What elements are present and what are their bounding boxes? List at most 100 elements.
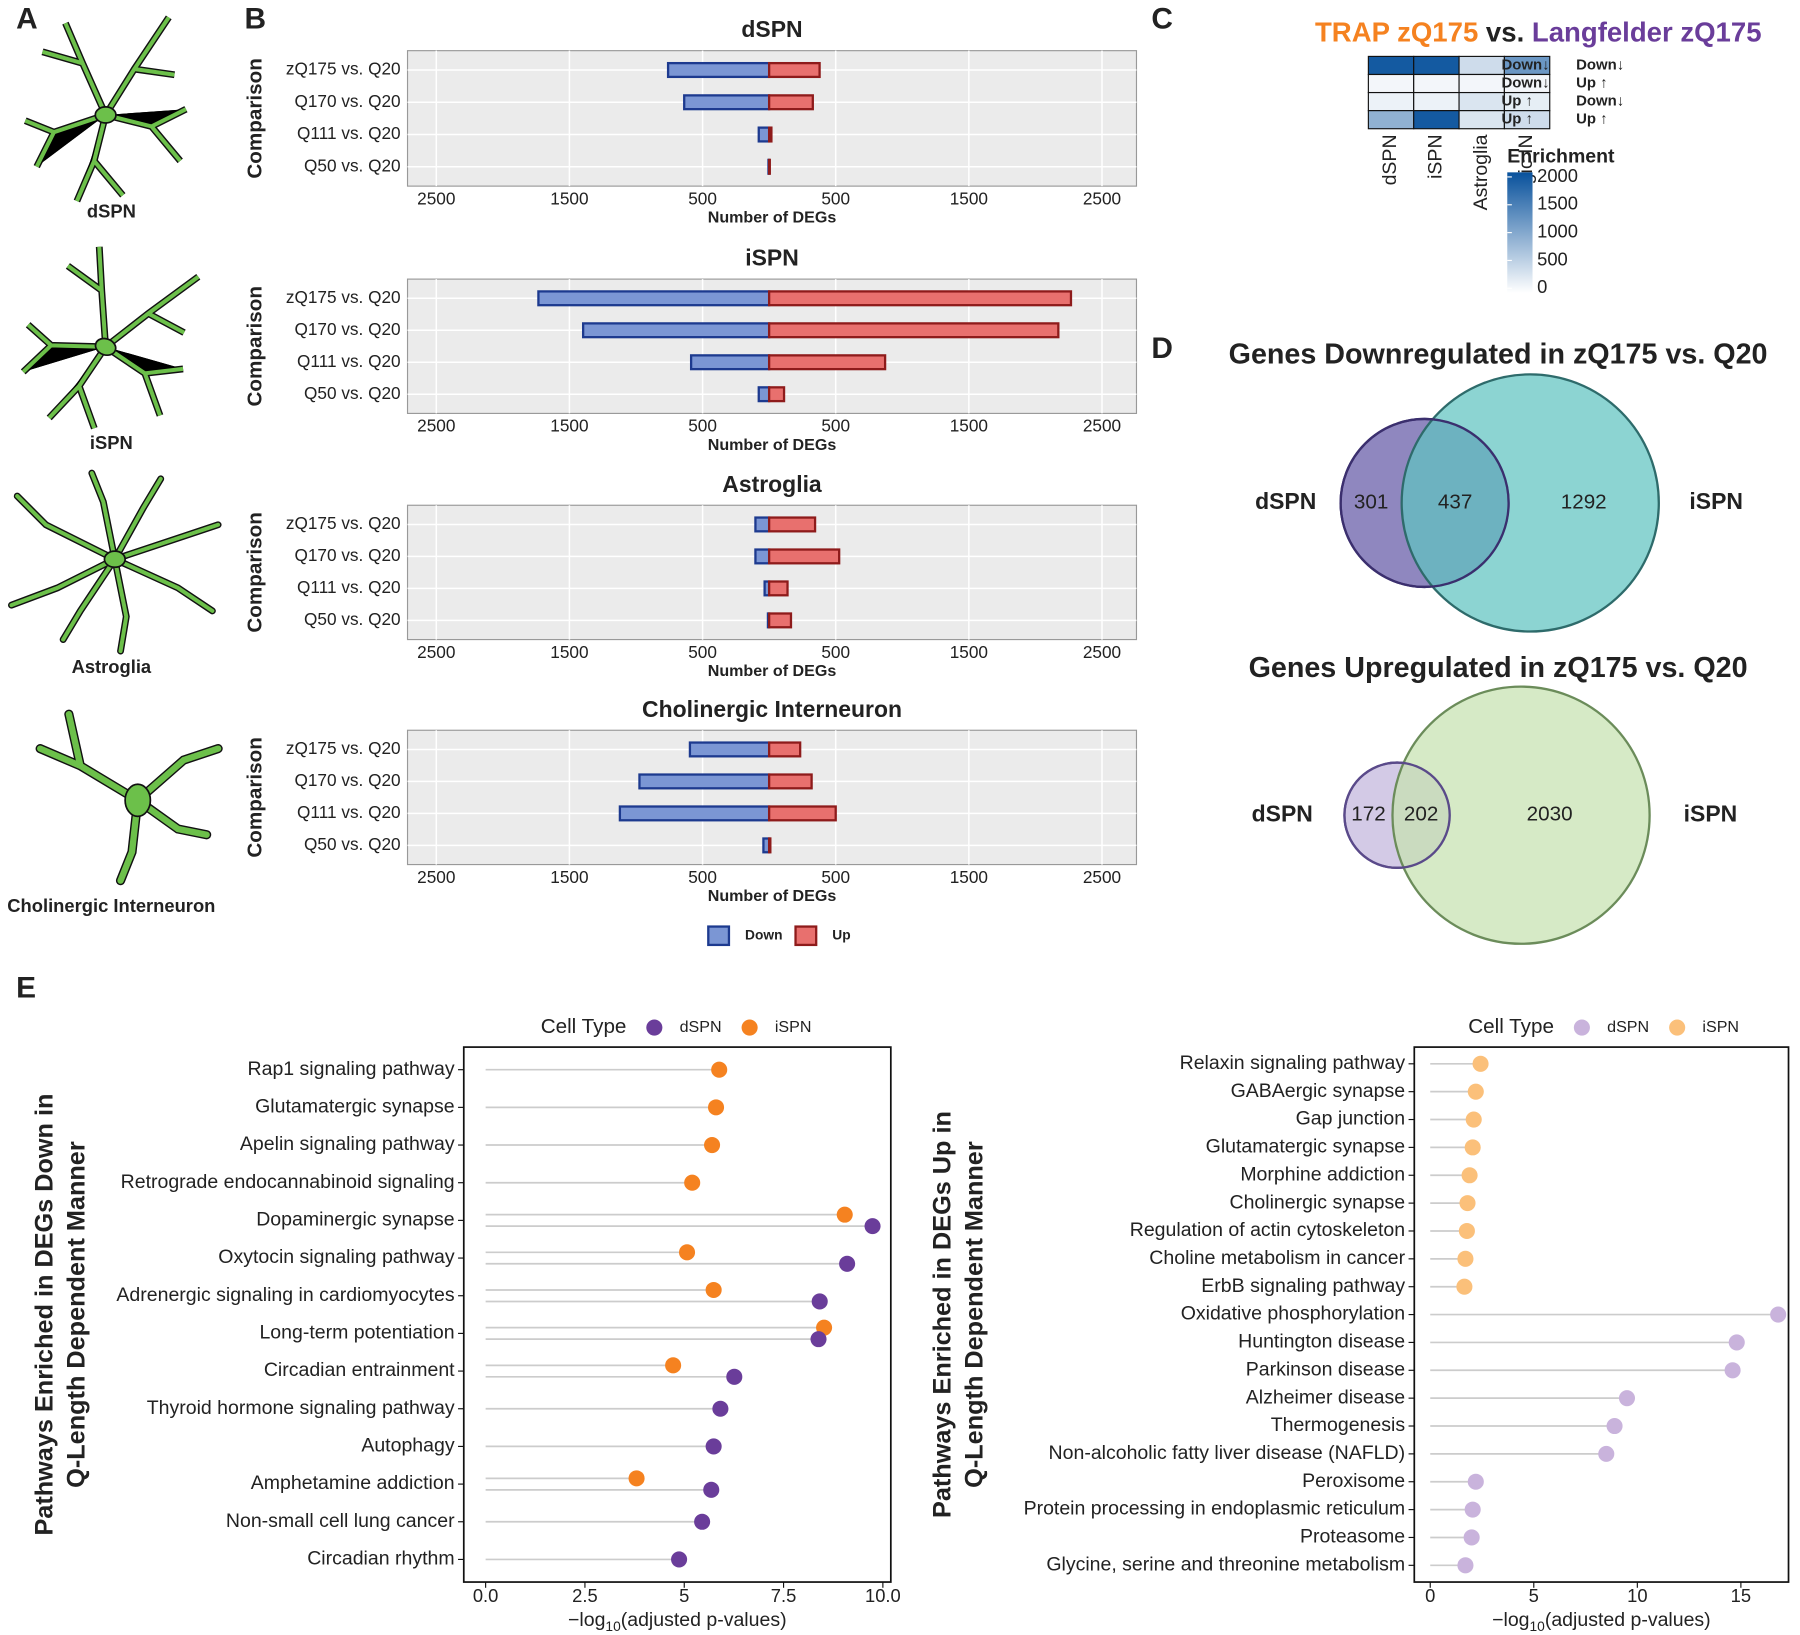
- y-tick-label: Long-term potentiation: [259, 1322, 454, 1344]
- heat-cell: [1458, 73, 1505, 94]
- row-label: Up ↑: [1576, 111, 1607, 128]
- ispn-drawing: [1, 228, 215, 456]
- x-tick-label: 500: [821, 642, 850, 662]
- dot: [1618, 1390, 1636, 1407]
- heat-cell: [1367, 91, 1415, 112]
- x-tick-label: 5: [1529, 1585, 1539, 1606]
- dot: [1465, 1111, 1482, 1128]
- legend-label: iSPN: [1702, 1018, 1739, 1036]
- x-axis-label: Number of DEGs: [708, 662, 837, 680]
- bar: [581, 322, 771, 339]
- dot: [836, 1206, 853, 1223]
- x-axis-label: −log10(adjusted p-values): [568, 1609, 787, 1633]
- dot: [1770, 1306, 1787, 1323]
- y-tick-label: Q50 vs. Q20: [304, 609, 401, 629]
- dot: [839, 1255, 856, 1272]
- colorbar-tick-label: 0: [1537, 276, 1547, 297]
- venn-outline: [1339, 417, 1510, 589]
- y-tick-label: Circadian entrainment: [264, 1359, 455, 1381]
- x-tick-label: 5: [679, 1585, 689, 1606]
- chart-title: Astroglia: [722, 471, 822, 497]
- x-axis-label-part: −log: [1492, 1609, 1529, 1631]
- bar: [767, 290, 1073, 307]
- dot: [671, 1551, 688, 1568]
- row-label: Down↓: [1502, 74, 1550, 91]
- chart-title: TRAP zQ175 vs. Langfelder zQ175: [1315, 17, 1762, 48]
- y-tick-label: Thyroid hormone signaling pathway: [147, 1397, 455, 1419]
- dot: [711, 1061, 728, 1078]
- y-tick-label: Regulation of actin cytoskeleton: [1130, 1219, 1405, 1241]
- dot: [704, 1137, 721, 1154]
- y-tick-label: Autophagy: [361, 1435, 454, 1457]
- column-label: Astroglia: [1470, 134, 1492, 210]
- row-label: Up ↑: [1502, 111, 1533, 128]
- x-tick-label: 500: [688, 416, 717, 436]
- y-tick-label: ErbB signaling pathway: [1201, 1275, 1405, 1297]
- bar: [767, 126, 773, 143]
- x-tick-label: 1500: [950, 642, 988, 662]
- y-tick-label: Q170 vs. Q20: [294, 770, 400, 790]
- dot: [864, 1218, 881, 1235]
- astroglia-drawing: [8, 469, 222, 655]
- bar: [767, 158, 771, 175]
- y-tick-label: Choline metabolism in cancer: [1149, 1247, 1405, 1269]
- bar: [767, 516, 817, 533]
- bar: [688, 741, 771, 758]
- x-tick-label: 500: [688, 642, 717, 662]
- cell-label: iSPN: [90, 432, 133, 453]
- column-label: dSPN: [1379, 134, 1401, 185]
- x-tick-label: 2500: [1083, 867, 1121, 887]
- heat-cell: [1367, 73, 1415, 94]
- colorbar-tick-label: 1000: [1537, 220, 1578, 241]
- bar: [537, 290, 771, 307]
- cholinergic-drawing: [35, 709, 223, 886]
- bar: [757, 126, 771, 143]
- row-label: Up ↑: [1576, 74, 1607, 91]
- dot: [705, 1438, 722, 1455]
- panel-letter: E: [16, 972, 36, 1005]
- y-tick-label: Oxidative phosphorylation: [1181, 1303, 1405, 1325]
- y-tick-label: Peroxisome: [1302, 1470, 1405, 1492]
- dspn-drawing: [25, 17, 186, 201]
- x-tick-label: 500: [688, 867, 717, 887]
- venn-count: 301: [1354, 490, 1388, 513]
- bar: [767, 548, 841, 565]
- y-axis-label: Q-Length Dependent Manner: [960, 1141, 988, 1488]
- bar: [767, 354, 887, 371]
- venn-count: 1292: [1561, 490, 1607, 513]
- y-tick-label: Q170 vs. Q20: [294, 319, 400, 339]
- colorbar-title: Enrichment: [1507, 146, 1615, 168]
- venn-title: Genes Upregulated in zQ175 vs. Q20: [1249, 652, 1748, 684]
- y-tick-label: Q111 vs. Q20: [297, 351, 401, 371]
- dot: [1459, 1195, 1476, 1212]
- y-tick-label: Oxytocin signaling pathway: [218, 1246, 455, 1268]
- dot: [705, 1281, 722, 1299]
- y-tick-label: Alzheimer disease: [1246, 1386, 1405, 1408]
- y-tick-label: Dopaminergic synapse: [256, 1209, 454, 1231]
- plot-panel: [462, 1046, 892, 1583]
- panel-letter: D: [1151, 332, 1173, 365]
- dot: [694, 1513, 711, 1530]
- row-label: Down↓: [1576, 93, 1624, 110]
- dot: [684, 1174, 701, 1191]
- y-tick-label: Q50 vs. Q20: [304, 383, 401, 403]
- bar: [754, 516, 771, 533]
- x-tick-label: 2500: [417, 642, 455, 662]
- y-tick-label: zQ175 vs. Q20: [286, 738, 401, 758]
- venn-set: [1391, 685, 1651, 945]
- bar: [767, 580, 789, 597]
- y-tick-label: Retrograde endocannabinoid signaling: [121, 1171, 455, 1193]
- x-axis-label: Number of DEGs: [708, 887, 837, 905]
- bar: [767, 837, 772, 854]
- bar: [767, 805, 837, 822]
- x-axis-label-part: −log: [568, 1609, 605, 1631]
- dot: [1606, 1417, 1623, 1435]
- dot: [628, 1470, 645, 1487]
- x-tick-label: 2500: [417, 188, 455, 208]
- x-axis-label-part: 10: [605, 1618, 621, 1633]
- dot: [1464, 1501, 1481, 1518]
- panel-letter: B: [245, 3, 267, 36]
- x-tick-label: 1500: [550, 188, 588, 208]
